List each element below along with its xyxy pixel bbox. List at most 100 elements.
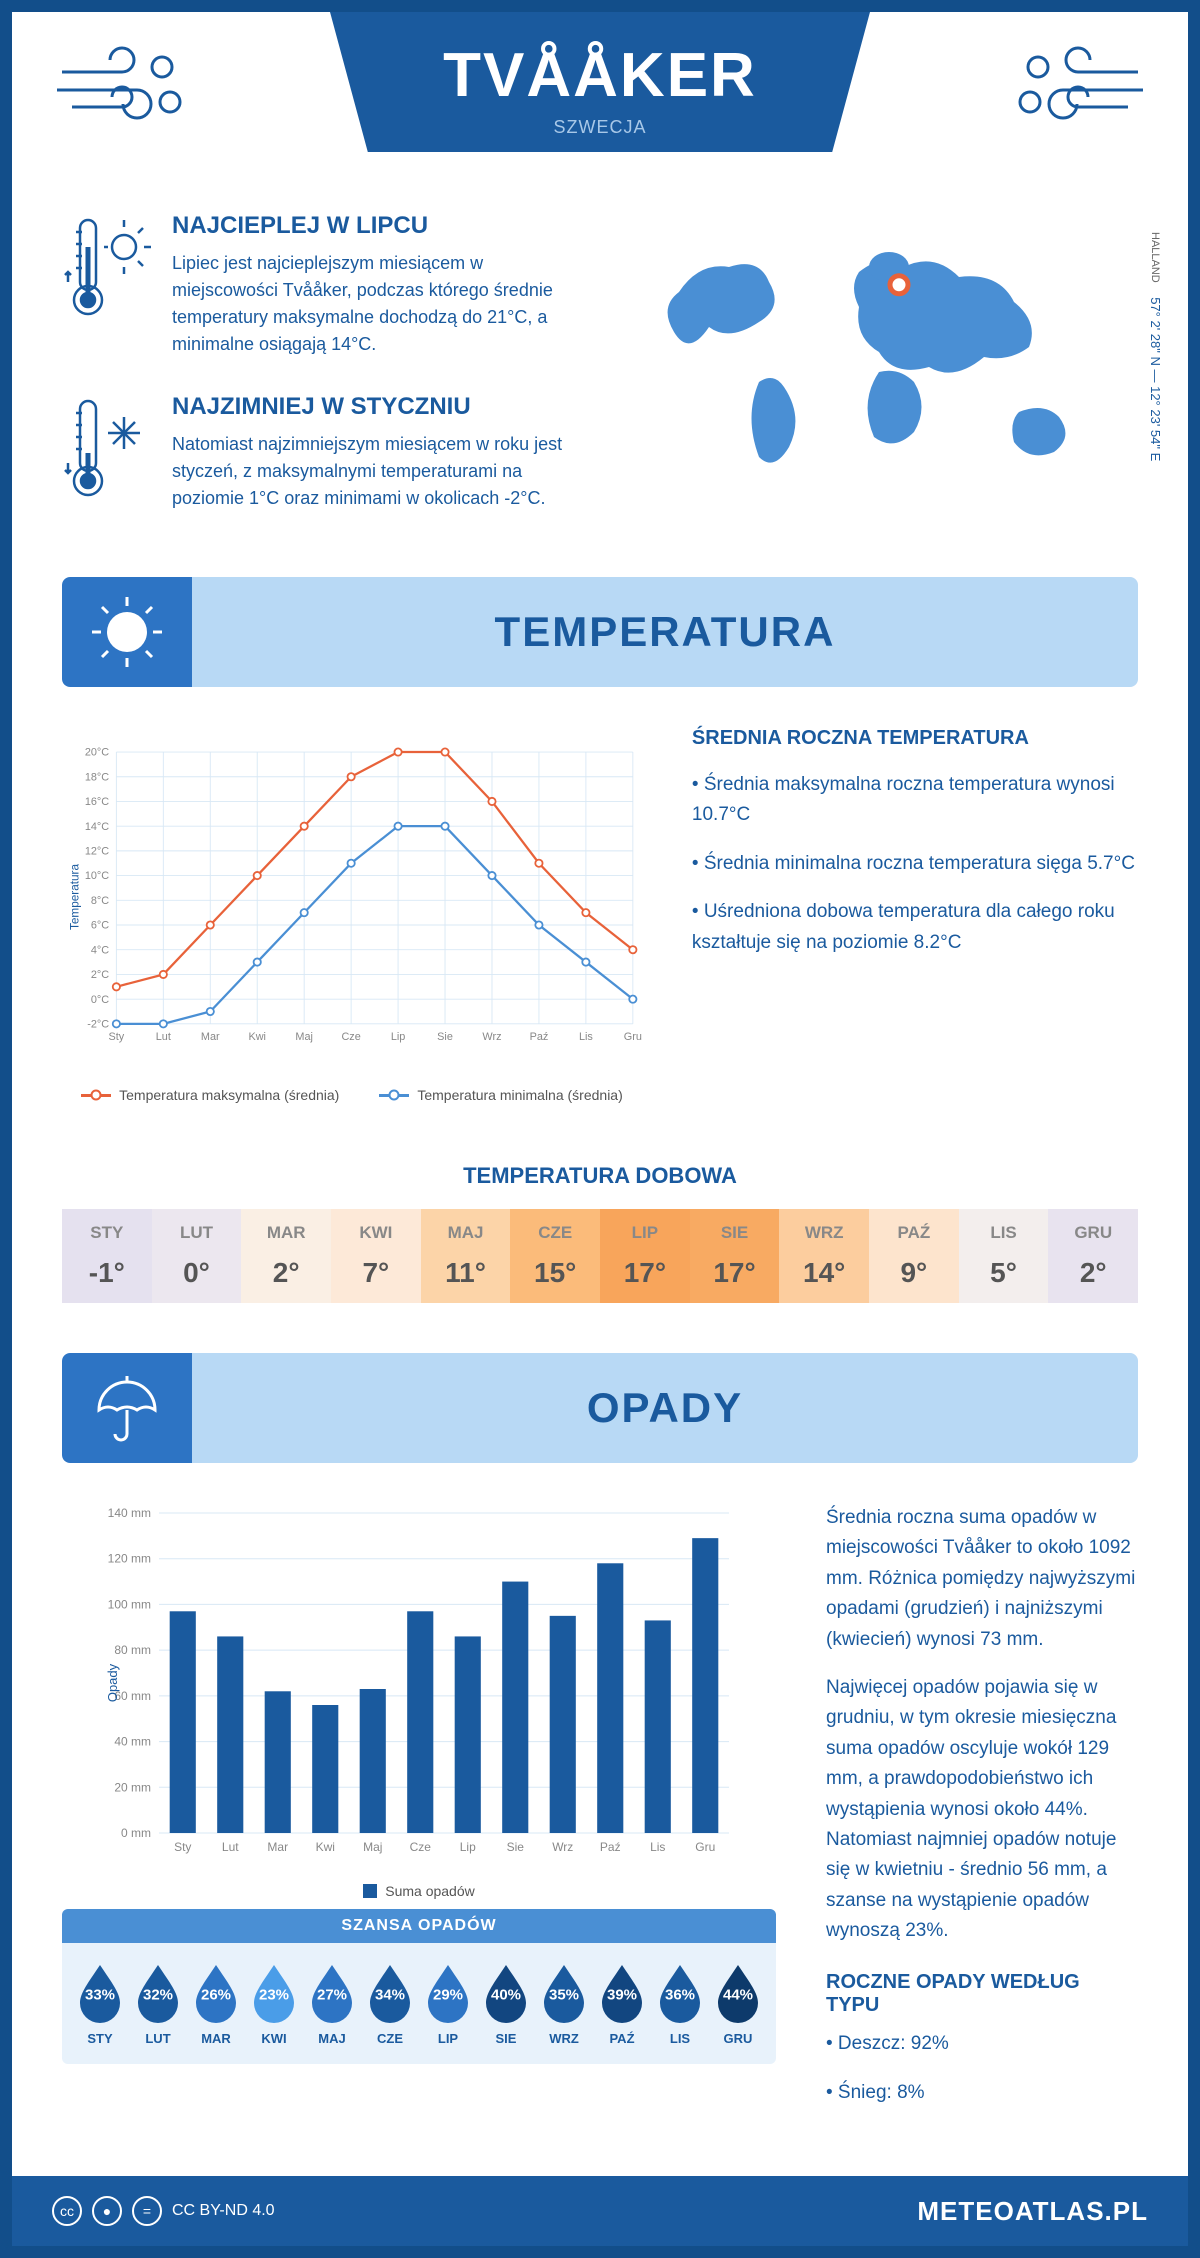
daily-cell: GRU2° — [1048, 1209, 1138, 1303]
chance-value: 35% — [549, 1987, 579, 2004]
svg-text:Lis: Lis — [579, 1031, 593, 1043]
chance-month: LIP — [422, 2031, 474, 2046]
svg-text:8°C: 8°C — [91, 895, 109, 907]
info-section: NAJCIEPLEJ W LIPCU Lipiec jest najcieple… — [12, 172, 1188, 577]
daily-value: 17° — [600, 1257, 690, 1289]
annual-temp-title: ŚREDNIA ROCZNA TEMPERATURA — [692, 727, 1138, 750]
content: TVÅÅKER SZWECJA — [12, 12, 1188, 2246]
daily-value: 0° — [152, 1257, 242, 1289]
umbrella-icon-box — [62, 1353, 192, 1463]
chance-cell: 33% STY — [74, 1961, 126, 2046]
coords-label: 57° 2' 28" N — 12° 23' 54" E — [1148, 297, 1163, 461]
legend-max-label: Temperatura maksymalna (średnia) — [119, 1087, 339, 1103]
chance-value: 33% — [85, 1987, 115, 2004]
svg-text:Gru: Gru — [695, 1840, 715, 1854]
chance-month: KWI — [248, 2031, 300, 2046]
daily-cell: MAR2° — [241, 1209, 331, 1303]
svg-text:Paź: Paź — [530, 1031, 549, 1043]
svg-text:Wrz: Wrz — [482, 1031, 501, 1043]
bytype-bullet: • Śnieg: 8% — [826, 2078, 1138, 2108]
chance-month: WRZ — [538, 2031, 590, 2046]
chance-month: LUT — [132, 2031, 184, 2046]
coldest-text: Natomiast najzimniejszym miesiącem w rok… — [172, 431, 580, 512]
chance-cell: 27% MAJ — [306, 1961, 358, 2046]
wind-icon — [52, 42, 192, 132]
license-block: cc ● = CC BY-ND 4.0 — [52, 2196, 275, 2226]
daily-value: 5° — [959, 1257, 1049, 1289]
chance-cell: 26% MAR — [190, 1961, 242, 2046]
legend-swatch — [363, 1884, 377, 1898]
warmest-title: NAJCIEPLEJ W LIPCU — [172, 212, 580, 240]
svg-text:140 mm: 140 mm — [108, 1506, 151, 1520]
chance-drops: 33% STY 32% LUT 26% MAR 23% KWI — [62, 1943, 776, 2064]
svg-text:Paź: Paź — [600, 1840, 621, 1854]
svg-text:Mar: Mar — [267, 1840, 288, 1854]
svg-text:Sty: Sty — [174, 1840, 191, 1854]
svg-text:0 mm: 0 mm — [121, 1826, 151, 1840]
chance-title: SZANSA OPADÓW — [62, 1909, 776, 1943]
precip-title: OPADY — [192, 1384, 1138, 1432]
page-subtitle: SZWECJA — [330, 117, 870, 138]
precip-bytype-title: ROCZNE OPADY WEDŁUG TYPU — [826, 1971, 1138, 2017]
svg-text:40 mm: 40 mm — [114, 1735, 151, 1749]
page-title: TVÅÅKER — [330, 40, 870, 111]
daily-month: STY — [62, 1223, 152, 1243]
cc-icon: cc — [52, 2196, 82, 2226]
daily-cell: LIS5° — [959, 1209, 1049, 1303]
svg-text:Sie: Sie — [507, 1840, 525, 1854]
drop-icon: 23% — [248, 1961, 300, 2023]
chance-value: 29% — [433, 1987, 463, 2004]
chance-cell: 29% LIP — [422, 1961, 474, 2046]
svg-text:16°C: 16°C — [85, 796, 109, 808]
temp-annual-box: ŚREDNIA ROCZNA TEMPERATURA • Średnia mak… — [692, 727, 1138, 1103]
chance-value: 40% — [491, 1987, 521, 2004]
svg-text:Lut: Lut — [222, 1840, 239, 1854]
sun-icon — [87, 592, 167, 672]
drop-icon: 33% — [74, 1961, 126, 2023]
precipitation-bar-chart: 0 mm20 mm40 mm60 mm80 mm100 mm120 mm140 … — [62, 1503, 776, 1863]
daily-value: 7° — [331, 1257, 421, 1289]
daily-month: KWI — [331, 1223, 421, 1243]
daily-month: MAJ — [421, 1223, 511, 1243]
svg-text:Cze: Cze — [410, 1840, 432, 1854]
temperature-header: TEMPERATURA — [62, 577, 1138, 687]
daily-value: -1° — [62, 1257, 152, 1289]
chance-value: 27% — [317, 1987, 347, 2004]
chance-value: 32% — [143, 1987, 173, 2004]
annual-bullet: • Średnia maksymalna roczna temperatura … — [692, 770, 1138, 831]
legend-min: Temperatura minimalna (średnia) — [379, 1087, 622, 1103]
precip-para1: Średnia roczna suma opadów w miejscowośc… — [826, 1503, 1138, 1655]
daily-cell: MAJ11° — [421, 1209, 511, 1303]
bytype-bullet: • Deszcz: 92% — [826, 2029, 1138, 2059]
svg-text:12°C: 12°C — [85, 845, 109, 857]
daily-month: LIP — [600, 1223, 690, 1243]
chance-month: MAR — [190, 2031, 242, 2046]
daily-month: CZE — [510, 1223, 600, 1243]
drop-icon: 39% — [596, 1961, 648, 2023]
svg-text:Kwi: Kwi — [248, 1031, 265, 1043]
daily-value: 15° — [510, 1257, 600, 1289]
location-marker — [890, 276, 908, 294]
drop-icon: 26% — [190, 1961, 242, 2023]
daily-value: 17° — [690, 1257, 780, 1289]
chance-month: GRU — [712, 2031, 764, 2046]
svg-text:Temperatura: Temperatura — [68, 864, 81, 931]
svg-text:Maj: Maj — [363, 1840, 382, 1854]
legend-sum-label: Suma opadów — [385, 1883, 475, 1899]
drop-icon: 34% — [364, 1961, 416, 2023]
world-map — [620, 212, 1138, 492]
warmest-block: NAJCIEPLEJ W LIPCU Lipiec jest najcieple… — [62, 212, 580, 358]
temp-legend: Temperatura maksymalna (średnia) Tempera… — [62, 1087, 642, 1103]
svg-text:10°C: 10°C — [85, 870, 109, 882]
svg-text:Gru: Gru — [624, 1031, 642, 1043]
annual-bullet: • Uśredniona dobowa temperatura dla całe… — [692, 897, 1138, 958]
svg-text:Maj: Maj — [295, 1031, 313, 1043]
daily-cell: LIP 17° — [600, 1209, 690, 1303]
precip-chart-box: 0 mm20 mm40 mm60 mm80 mm100 mm120 mm140 … — [62, 1503, 776, 2126]
svg-text:Kwi: Kwi — [316, 1840, 335, 1854]
chance-value: 34% — [375, 1987, 405, 2004]
page-frame: TVÅÅKER SZWECJA — [0, 0, 1200, 2258]
svg-text:14°C: 14°C — [85, 821, 109, 833]
svg-text:18°C: 18°C — [85, 771, 109, 783]
precip-header: OPADY — [62, 1353, 1138, 1463]
